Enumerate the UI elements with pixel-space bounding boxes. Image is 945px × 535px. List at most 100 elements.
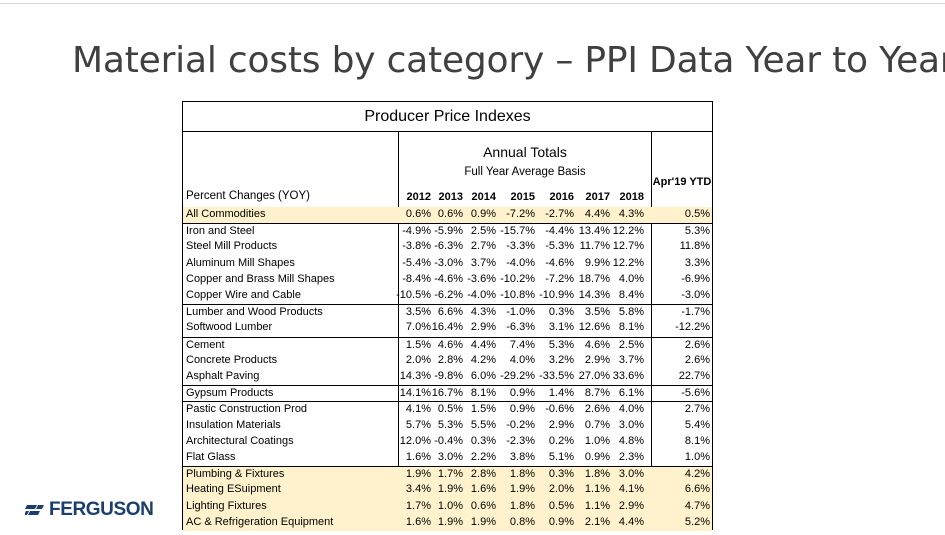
- cell-2018: 6.1%: [618, 387, 644, 400]
- year-header-2017: 2017: [585, 191, 610, 203]
- row-label: Aluminum Mill Shapes: [186, 256, 295, 269]
- cell-2013: -6.3%: [434, 240, 463, 253]
- table-row: Insulation Materials 5.7% 5.3% 5.5% -0.2% 2.9…: [183, 418, 712, 434]
- cell-2015: -29.2%: [500, 370, 535, 382]
- cell-2016: 0.5%: [548, 499, 574, 512]
- cell-2014: 1.5%: [470, 403, 496, 416]
- cell-2015: 0.9%: [509, 387, 535, 400]
- row-label: Architectural Coatings: [186, 434, 294, 447]
- row-label: Lighting Fixtures: [186, 499, 267, 512]
- cell-2014: 2.9%: [470, 321, 496, 334]
- row-label-header: Percent Changes (YOY): [186, 190, 311, 202]
- cell-2013: 16.7%: [431, 387, 463, 400]
- cell-2013: -5.9%: [434, 225, 463, 238]
- table-row: AC & Refrigeration Equipment 1.6% 1.9% 1.9%…: [183, 514, 712, 531]
- cell-2013: 0.6%: [437, 208, 463, 220]
- cell-2012: 14.3%: [399, 370, 431, 382]
- cell-2017: 14.3%: [578, 289, 610, 301]
- cell-2017: 13.4%: [578, 225, 610, 238]
- column-divider-left: [398, 131, 399, 529]
- cell-2015: -6.3%: [506, 321, 535, 334]
- cell-2015: 3.8%: [509, 451, 535, 463]
- cell-2014: 4.3%: [470, 306, 496, 319]
- cell-2016: -4.6%: [545, 256, 574, 269]
- cell-2015: -7.2%: [506, 208, 535, 220]
- cell-2015: -10.8%: [500, 289, 535, 301]
- cell-2013: 1.9%: [437, 483, 463, 496]
- table-header: Annual Totals Full Year Average Basis Pe…: [183, 131, 712, 207]
- logo-text: FERGUSON: [49, 499, 154, 520]
- cell-2014: 2.8%: [470, 468, 496, 481]
- cell-ytd: 22.7%: [678, 370, 710, 382]
- row-label: Steel Mill Products: [186, 240, 278, 253]
- cell-2015: 0.8%: [509, 515, 535, 528]
- row-label: Softwood Lumber: [186, 321, 273, 334]
- cell-ytd: 5.4%: [684, 418, 710, 431]
- basis-label: Full Year Average Basis: [464, 166, 586, 178]
- table-row: Concrete Products 2.0% 2.8% 4.2% 4.0% 3.2% 2.9…: [183, 353, 712, 369]
- ytd-header: Apr'19 YTD: [652, 176, 712, 188]
- cell-2017: 12.6%: [578, 321, 610, 334]
- cell-2016: 0.9%: [548, 515, 574, 528]
- cell-2018: 8.1%: [618, 321, 644, 334]
- table-row: All Commodities 0.6% 0.6% 0.9% -7.2% -2.7% 4.4…: [183, 207, 712, 224]
- cell-2018: 12.7%: [612, 240, 644, 253]
- cell-2014: 0.3%: [470, 434, 496, 447]
- cell-2015: 0.9%: [509, 403, 535, 416]
- cell-2018: 4.8%: [618, 434, 644, 447]
- cell-ytd: -12.2%: [675, 321, 710, 334]
- row-label: Cement: [186, 338, 225, 351]
- cell-2012: -4.9%: [402, 225, 431, 238]
- ferguson-logo: FERGUSON: [25, 498, 154, 522]
- cell-2012: 2.0%: [405, 353, 431, 366]
- cell-2013: -9.8%: [434, 370, 463, 382]
- year-header-2018: 2018: [619, 191, 644, 203]
- cell-2014: 4.2%: [470, 353, 496, 366]
- cell-2014: 2.2%: [470, 451, 496, 463]
- cell-2018: 4.0%: [618, 272, 644, 285]
- cell-2013: 6.6%: [437, 306, 463, 319]
- cell-2016: 0.3%: [548, 468, 574, 481]
- cell-2014: 1.6%: [470, 483, 496, 496]
- cell-2013: 2.8%: [437, 353, 463, 366]
- cell-2015: -1.0%: [506, 306, 535, 319]
- cell-2018: 12.2%: [612, 225, 644, 238]
- cell-ytd: 2.7%: [684, 403, 710, 416]
- cell-2013: -6.2%: [434, 289, 463, 301]
- cell-2012: 3.4%: [405, 483, 431, 496]
- cell-2012: 5.7%: [405, 418, 431, 431]
- cell-2012: 0.6%: [405, 208, 431, 220]
- cell-2013: 0.5%: [437, 403, 463, 416]
- cell-2016: -5.3%: [545, 240, 574, 253]
- cell-2018: 4.3%: [618, 208, 644, 220]
- cell-2017: 27.0%: [578, 370, 610, 382]
- cell-2018: 12.2%: [612, 256, 644, 269]
- table-row: Cement 1.5% 4.6% 4.4% 7.4% 5.3% 4.6% 2.5% 2.6%: [183, 336, 712, 353]
- cell-2017: 18.7%: [578, 272, 610, 285]
- cell-ytd: 6.6%: [684, 483, 710, 496]
- table-row: Lumber and Wood Products 3.5% 6.6% 4.3% -1.0…: [183, 304, 712, 320]
- cell-2012: 14.1%: [399, 387, 431, 400]
- table-row: Architectural Coatings 12.0% -0.4% 0.3% -2.3…: [183, 434, 712, 450]
- cell-2017: 4.4%: [584, 208, 610, 220]
- cell-2017: 9.9%: [584, 256, 610, 269]
- cell-2016: -0.6%: [545, 403, 574, 416]
- cell-2016: 3.2%: [548, 353, 574, 366]
- cell-2013: 1.9%: [437, 515, 463, 528]
- cell-2016: 0.3%: [548, 306, 574, 319]
- cell-2015: 7.4%: [509, 338, 535, 351]
- cell-2017: 2.9%: [584, 353, 610, 366]
- cell-2013: 3.0%: [437, 451, 463, 463]
- cell-ytd: 0.5%: [684, 208, 710, 220]
- cell-2017: 1.8%: [584, 468, 610, 481]
- cell-2012: 4.1%: [405, 403, 431, 416]
- table-row: Softwood Lumber 7.0% 16.4% 2.9% -6.3% 3.1% 12.…: [183, 320, 712, 336]
- cell-2018: 2.9%: [618, 499, 644, 512]
- cell-2012: 1.6%: [405, 515, 431, 528]
- cell-2014: -4.0%: [467, 289, 496, 301]
- cell-2012: 1.7%: [405, 499, 431, 512]
- row-label: Plumbing & Fixtures: [186, 468, 285, 481]
- cell-2014: 0.9%: [470, 208, 496, 220]
- cell-2013: 1.0%: [437, 499, 463, 512]
- table-row: Plumbing & Fixtures 1.9% 1.7% 2.8% 1.8% 0.3% 1…: [183, 466, 712, 483]
